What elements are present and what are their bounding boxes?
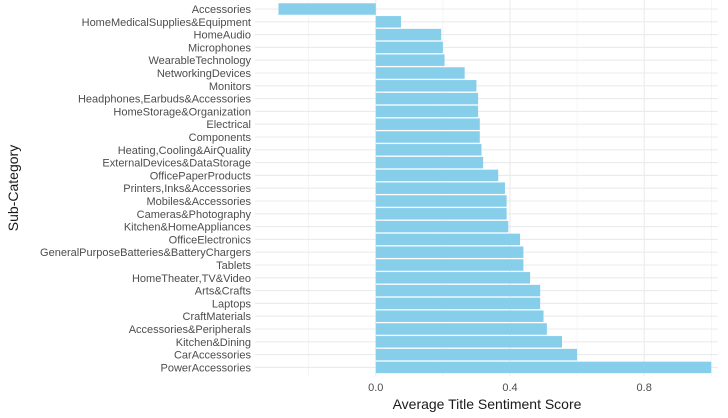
y-tick-label: OfficePaperProducts <box>150 170 252 182</box>
y-tick-label: Cameras&Photography <box>137 209 252 221</box>
y-tick-label: Components <box>189 132 252 144</box>
y-tick-label: Mobiles&Accessories <box>146 196 251 208</box>
x-tick-label: 0.4 <box>502 382 517 394</box>
x-tick-labels: 0.0 0.4 0.8 <box>368 382 652 394</box>
bar <box>375 208 507 220</box>
y-tick-label: OfficeElectronics <box>169 234 252 246</box>
bar <box>375 220 509 233</box>
x-tick-label: 0.0 <box>368 382 383 394</box>
y-tick-label: CarAccessories <box>174 350 252 362</box>
bar <box>375 361 712 374</box>
bar <box>375 41 443 54</box>
y-tick-label: HomeAudio <box>194 30 251 42</box>
y-tick-label: GeneralPurposeBatteries&BatteryChargers <box>40 247 251 259</box>
y-tick-label: Microphones <box>188 42 251 54</box>
y-tick-labels: AccessoriesHomeMedicalSupplies&Equipment… <box>40 4 251 374</box>
y-tick-label: CraftMaterials <box>183 311 252 323</box>
bar <box>375 259 524 271</box>
bar <box>375 169 499 182</box>
x-axis-title: Average Title Sentiment Score <box>393 396 582 412</box>
bar <box>375 118 480 130</box>
bars <box>278 3 712 374</box>
bar <box>375 246 524 258</box>
bar <box>375 310 544 322</box>
bar <box>375 233 521 246</box>
y-tick-label: PowerAccessories <box>161 362 252 374</box>
y-tick-label: HomeTheater,TV&Video <box>132 273 251 285</box>
bar <box>375 348 578 361</box>
bar <box>375 28 442 41</box>
bar <box>375 195 507 207</box>
y-tick-label: ExternalDevices&DataStorage <box>102 158 251 170</box>
bar <box>375 144 482 156</box>
bar <box>375 336 562 348</box>
bar <box>375 105 479 118</box>
bar <box>375 284 541 297</box>
bar <box>375 272 531 284</box>
bar <box>375 156 484 169</box>
y-tick-label: Laptops <box>212 298 252 310</box>
bar <box>375 80 477 92</box>
y-tick-label: Accessories&Peripherals <box>129 324 252 336</box>
y-tick-label: Kitchen&Dining <box>176 337 251 349</box>
y-tick-label: Accessories <box>192 4 252 16</box>
y-axis-title: Sub-Category <box>5 145 21 231</box>
y-tick-label: Monitors <box>209 81 252 93</box>
y-tick-label: Electrical <box>206 119 251 131</box>
bar <box>375 54 445 66</box>
y-tick-label: Heating,Cooling&AirQuality <box>118 145 252 157</box>
y-tick-label: Tablets <box>216 260 251 272</box>
bar <box>375 92 479 105</box>
bar <box>375 67 465 79</box>
x-tick-label: 0.8 <box>637 382 652 394</box>
y-tick-label: Arts&Crafts <box>195 286 252 298</box>
y-tick-label: HomeMedicalSupplies&Equipment <box>82 17 251 29</box>
bar <box>278 3 376 15</box>
y-tick-label: Printers,Inks&Accessories <box>123 183 251 195</box>
y-tick-label: Headphones,Earbuds&Accessories <box>78 94 252 106</box>
y-tick-label: NetworkingDevices <box>157 68 252 80</box>
bar <box>375 297 541 310</box>
bar <box>375 16 401 28</box>
y-tick-label: Kitchen&HomeAppliances <box>124 222 252 234</box>
y-tick-label: WearableTechnology <box>148 55 251 67</box>
bar <box>375 131 480 143</box>
bar <box>375 323 547 335</box>
bar <box>375 182 505 194</box>
y-tick-label: HomeStorage&Organization <box>113 106 251 118</box>
